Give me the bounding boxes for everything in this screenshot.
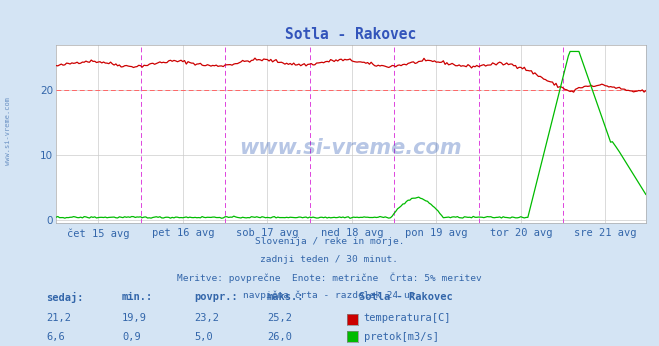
Text: 5,0: 5,0 (194, 332, 213, 342)
Text: povpr.:: povpr.: (194, 292, 238, 302)
Text: Slovenija / reke in morje.: Slovenija / reke in morje. (255, 237, 404, 246)
Text: Sotla - Rakovec: Sotla - Rakovec (359, 292, 453, 302)
Text: maks.:: maks.: (267, 292, 304, 302)
Text: www.si-vreme.com: www.si-vreme.com (240, 138, 462, 158)
Text: sedaj:: sedaj: (46, 292, 84, 303)
Text: 6,6: 6,6 (46, 332, 65, 342)
Text: www.si-vreme.com: www.si-vreme.com (5, 98, 11, 165)
Text: zadnji teden / 30 minut.: zadnji teden / 30 minut. (260, 255, 399, 264)
Text: 23,2: 23,2 (194, 313, 219, 323)
Text: navpična črta - razdelek 24 ur: navpična črta - razdelek 24 ur (243, 291, 416, 300)
Text: 19,9: 19,9 (122, 313, 147, 323)
Title: Sotla - Rakovec: Sotla - Rakovec (285, 27, 416, 43)
Text: min.:: min.: (122, 292, 153, 302)
Text: pretok[m3/s]: pretok[m3/s] (364, 332, 439, 342)
Text: 25,2: 25,2 (267, 313, 292, 323)
Text: 0,9: 0,9 (122, 332, 140, 342)
Text: Meritve: povprečne  Enote: metrične  Črta: 5% meritev: Meritve: povprečne Enote: metrične Črta:… (177, 273, 482, 283)
Text: temperatura[C]: temperatura[C] (364, 313, 451, 323)
Text: 26,0: 26,0 (267, 332, 292, 342)
Text: 21,2: 21,2 (46, 313, 71, 323)
